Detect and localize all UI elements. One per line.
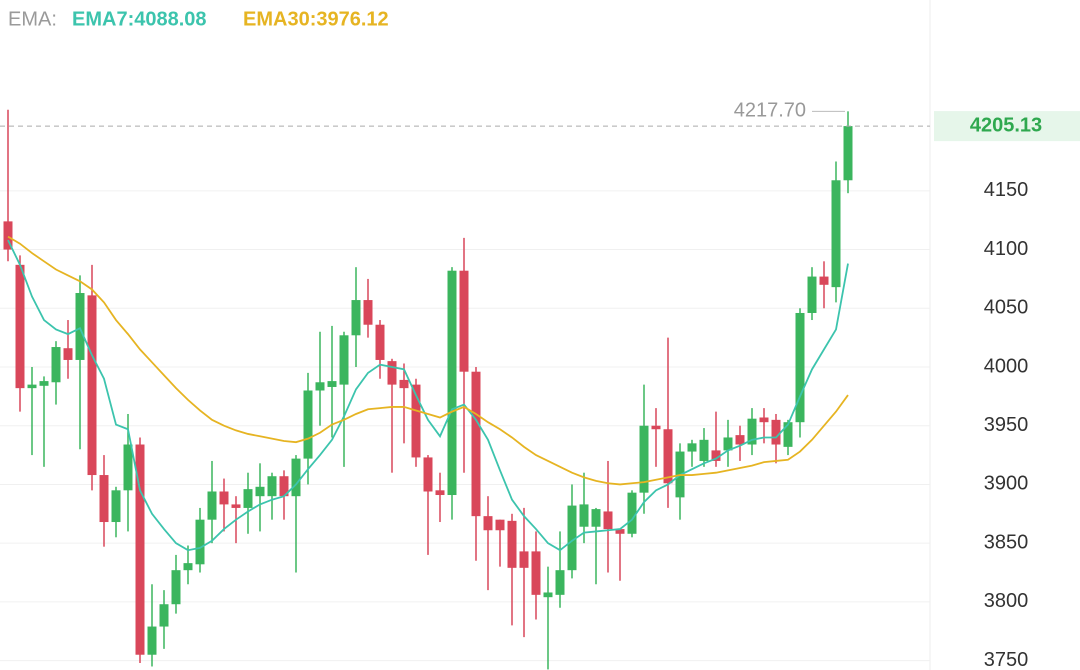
y-tick-label: 4050 — [984, 297, 1029, 319]
indicator-label: EMA: — [8, 8, 57, 30]
candle-body — [483, 516, 493, 531]
legend-entry: EMA30:3976.12 — [243, 8, 389, 30]
candle-body — [111, 490, 121, 523]
candle-body — [303, 390, 313, 459]
candle-body — [159, 604, 169, 627]
candle-body — [807, 276, 817, 313]
candle-body — [135, 444, 145, 655]
candle-body — [735, 435, 745, 445]
candle-body — [231, 504, 241, 508]
candle-body — [51, 347, 61, 383]
candle-body — [711, 450, 721, 461]
candle-body — [351, 300, 361, 336]
y-tick-label: 3850 — [984, 531, 1029, 553]
ema-line — [7, 235, 849, 486]
candle-body — [375, 324, 385, 360]
candle-body — [699, 439, 709, 461]
candle-body — [459, 270, 469, 372]
candle-body — [783, 422, 793, 447]
y-tick-label: 4000 — [984, 355, 1029, 377]
candle-body — [771, 419, 781, 445]
y-tick-label: 4150 — [984, 179, 1029, 201]
candle-body — [291, 458, 301, 497]
last-price-label: 4205.13 — [970, 114, 1042, 136]
candle-body — [567, 505, 577, 571]
candle-body — [99, 475, 109, 523]
candle-body — [519, 551, 529, 568]
candle-body — [147, 626, 157, 655]
candle-body — [663, 429, 673, 484]
candle-body — [747, 418, 757, 445]
candle-body — [627, 492, 637, 534]
candle-body — [555, 570, 565, 595]
candle-body — [591, 509, 601, 527]
candle-body — [651, 425, 661, 430]
y-tick-label: 3950 — [984, 414, 1029, 436]
candle-body — [243, 489, 253, 508]
candle-body — [3, 221, 13, 250]
candle-body — [327, 381, 337, 387]
candle-body — [411, 384, 421, 458]
y-tick-label: 3800 — [984, 590, 1029, 612]
y-tick-label: 4100 — [984, 238, 1029, 260]
candle-body — [279, 476, 289, 497]
legend-entry: EMA7:4088.08 — [72, 8, 207, 30]
candle-body — [471, 371, 481, 517]
candle-body — [423, 457, 433, 492]
candle-body — [183, 563, 193, 571]
candle-body — [195, 519, 205, 565]
candle-body — [843, 126, 853, 181]
candle-body — [639, 425, 649, 493]
candle-body — [363, 300, 373, 325]
candle-body — [507, 520, 517, 568]
candle-body — [543, 592, 553, 598]
candle-body — [15, 264, 25, 389]
candle-body — [171, 570, 181, 605]
candle-body — [267, 476, 277, 497]
candle-body — [387, 361, 397, 385]
y-tick-label: 3750 — [984, 649, 1029, 670]
candle-body — [255, 486, 265, 497]
last-price-box — [934, 111, 1080, 142]
candle-body — [495, 519, 505, 531]
candle-body — [219, 491, 229, 505]
candle-body — [399, 379, 409, 389]
candle-body — [87, 295, 97, 476]
y-tick-label: 3900 — [984, 473, 1029, 495]
candle-body — [39, 381, 49, 386]
candle-body — [75, 293, 85, 360]
candle-body — [615, 529, 625, 534]
candle-body — [759, 417, 769, 423]
candle-body — [63, 348, 73, 360]
high-marker-label: 4217.70 — [734, 100, 806, 122]
candle-body — [531, 551, 541, 595]
candle-body — [447, 270, 457, 496]
candle-body — [831, 180, 841, 288]
candle-body — [207, 491, 217, 520]
candle-body — [27, 384, 37, 389]
candle-body — [687, 443, 697, 452]
candle-body — [579, 504, 589, 527]
candle-body — [723, 437, 733, 451]
candle-body — [435, 490, 445, 496]
ema-line — [7, 239, 849, 552]
candle-body — [123, 444, 133, 491]
candle-body — [315, 382, 325, 391]
candle-body — [603, 511, 613, 530]
candle-body — [819, 276, 829, 285]
candle-body — [795, 312, 805, 423]
candle-body — [339, 335, 349, 385]
